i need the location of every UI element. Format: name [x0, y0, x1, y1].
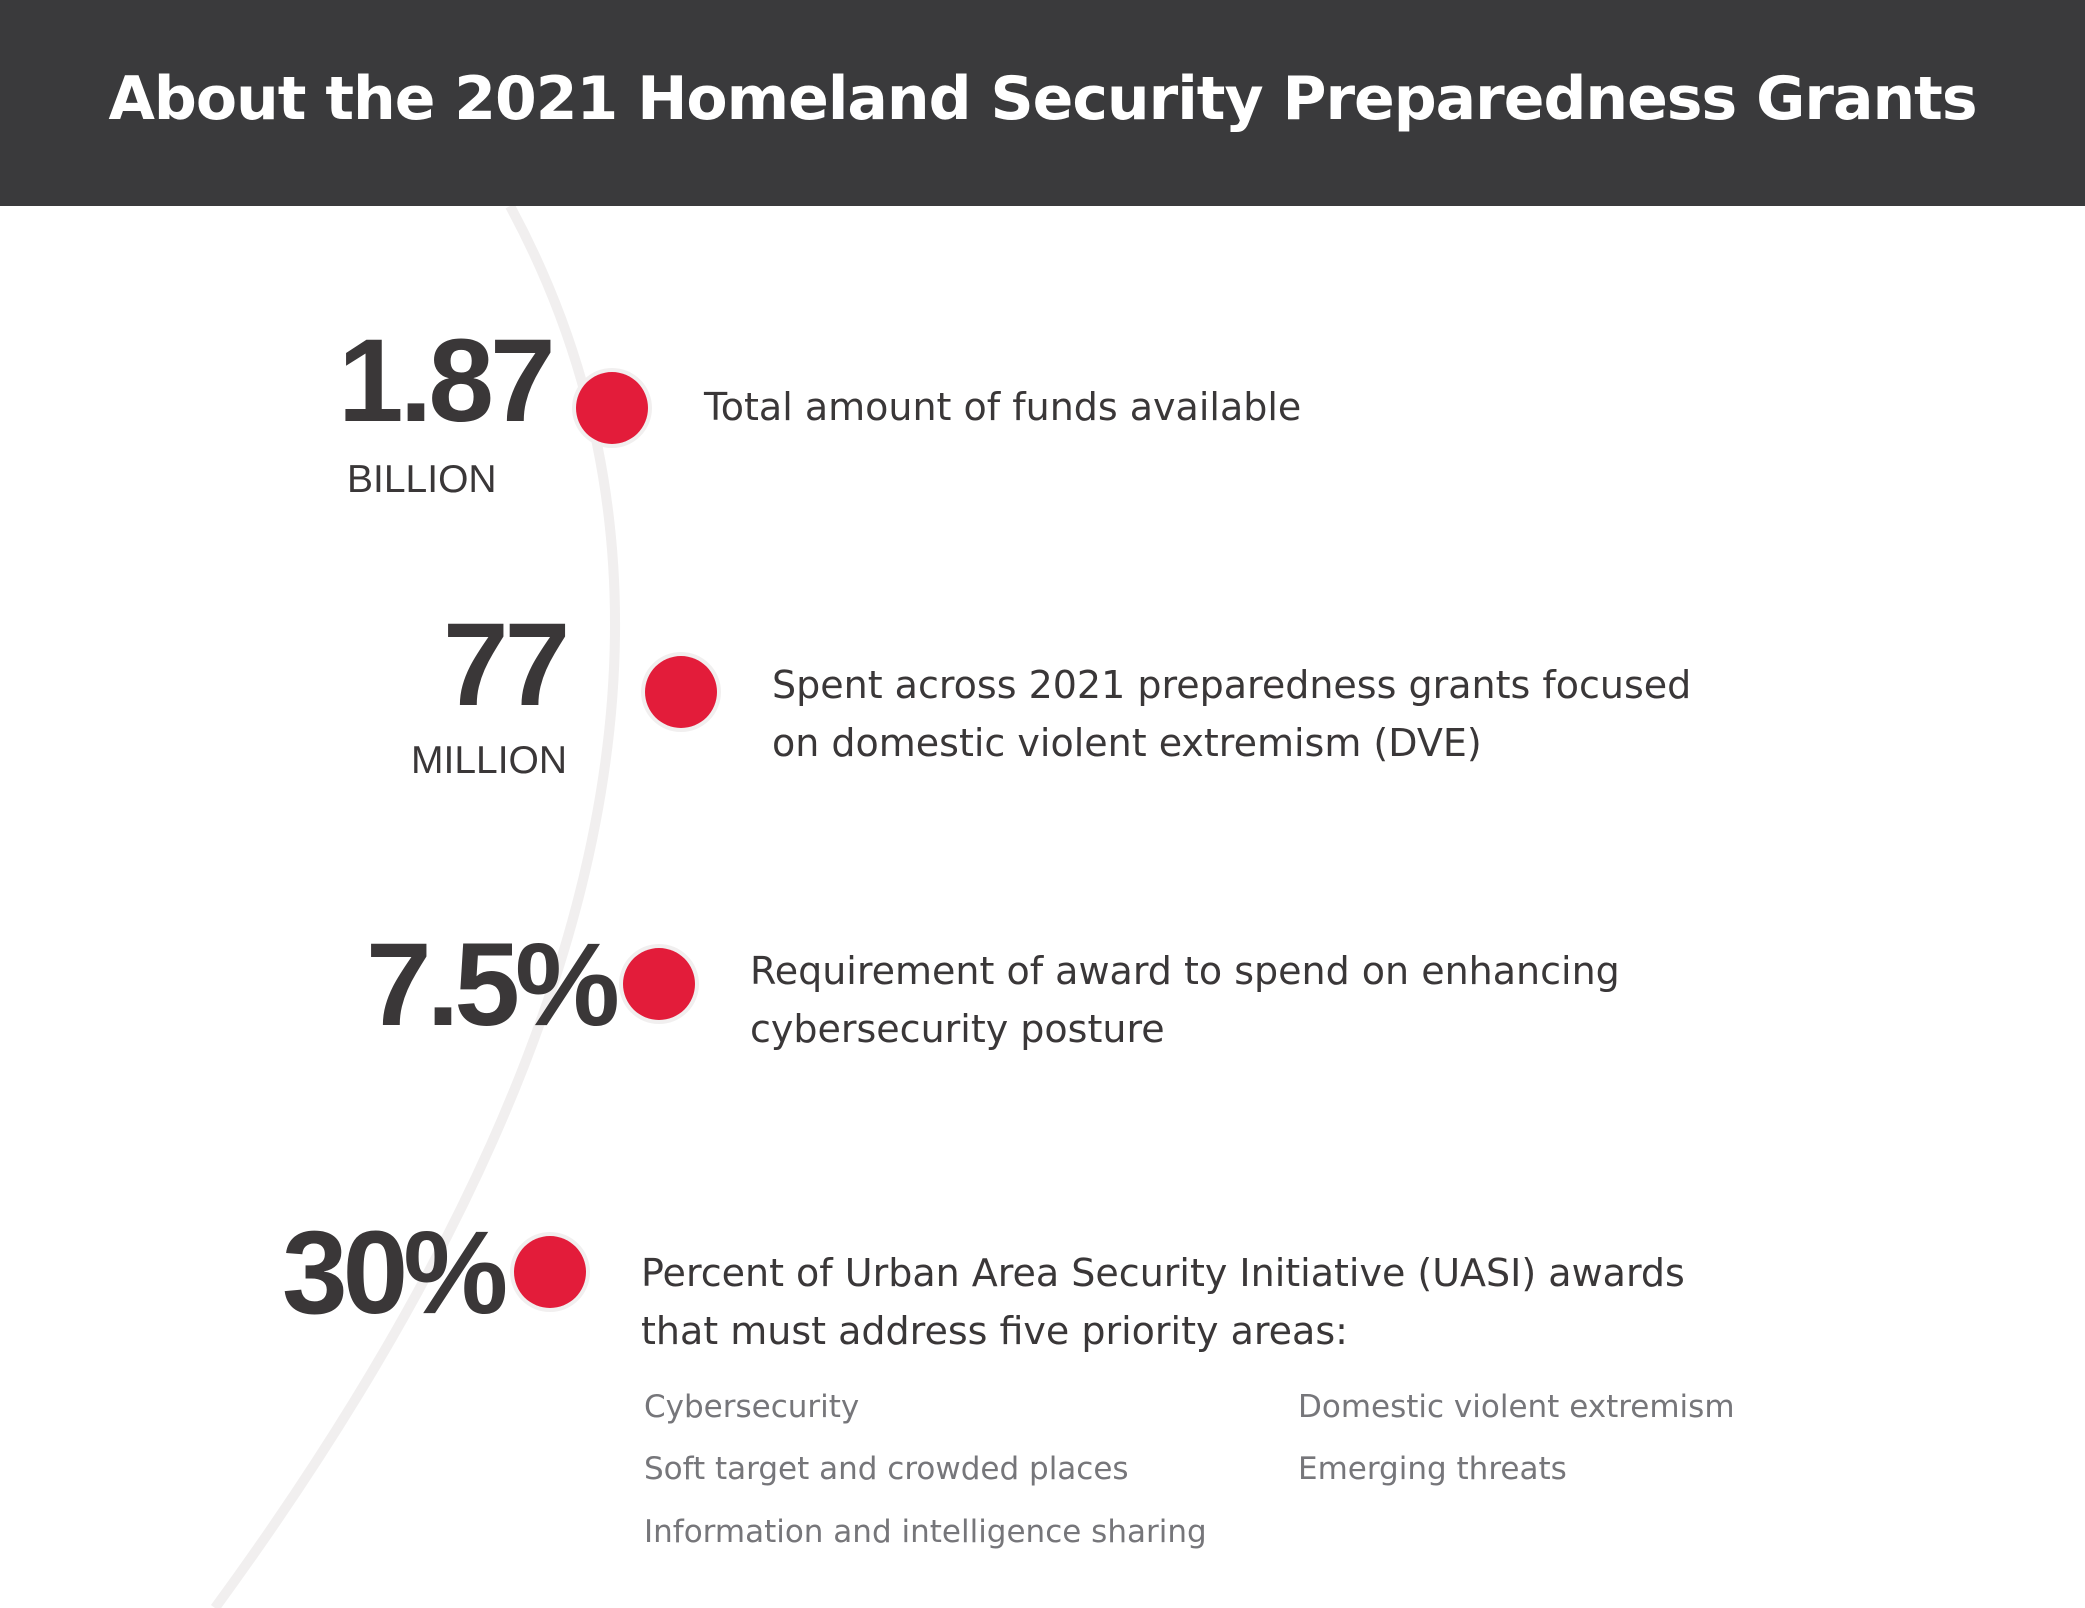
stat-value-cybersecurity: 7.5% — [366, 919, 620, 1051]
priority-area-item: Information and intelligence sharing — [644, 1514, 1207, 1550]
stat-description-funds: Total amount of funds available — [704, 378, 1301, 436]
description-line: on domestic violent extremism (DVE) — [772, 721, 1482, 765]
stat-description-cybersecurity: Requirement of award to spend on enhanci… — [750, 942, 1620, 1058]
stat-unit-billion: BILLION — [347, 458, 497, 501]
timeline-dot-dve — [645, 656, 717, 728]
description-line: Requirement of award to spend on enhanci… — [750, 949, 1620, 993]
description-line: cybersecurity posture — [750, 1007, 1165, 1051]
page-title: About the 2021 Homeland Security Prepare… — [108, 64, 1977, 134]
stat-value-funds: 1.87 — [338, 315, 556, 447]
description-line: Spent across 2021 preparedness grants fo… — [772, 663, 1692, 707]
priority-area-item: Domestic violent extremism — [1298, 1389, 1735, 1425]
stat-value-dve: 77 — [443, 599, 570, 731]
description-line: Percent of Urban Area Security Initiativ… — [641, 1251, 1685, 1295]
stat-value-uasi: 30% — [282, 1207, 508, 1339]
timeline-dot-uasi — [514, 1236, 586, 1308]
stat-unit-million: MILLION — [411, 739, 568, 782]
stat-description-uasi: Percent of Urban Area Security Initiativ… — [641, 1244, 1685, 1360]
priority-area-item: Cybersecurity — [644, 1389, 860, 1425]
description-line: Total amount of funds available — [704, 385, 1302, 429]
priority-area-item: Emerging threats — [1298, 1451, 1567, 1487]
timeline-dot-funds — [576, 372, 648, 444]
header-bar: About the 2021 Homeland Security Prepare… — [0, 0, 2085, 206]
stat-description-dve: Spent across 2021 preparedness grants fo… — [772, 656, 1691, 772]
timeline-dot-cybersecurity — [623, 948, 695, 1020]
timeline-arc — [210, 206, 620, 1608]
description-line: that must address five priority areas: — [641, 1309, 1348, 1353]
priority-area-item: Soft target and crowded places — [644, 1451, 1129, 1487]
